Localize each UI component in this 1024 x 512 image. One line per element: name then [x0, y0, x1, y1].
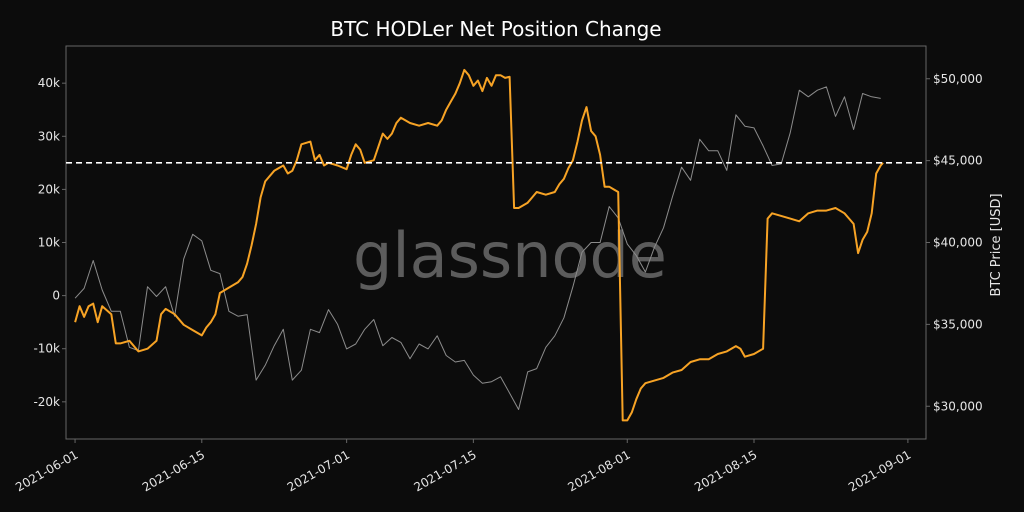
hodler-net-position-line [74, 68, 884, 422]
btc-price-line [74, 86, 881, 410]
y-axis-right-title: BTC Price [USD] [989, 193, 1004, 296]
y-left-tick-label: 40k [38, 76, 60, 90]
y-right-tick-label: $45,000 [933, 154, 983, 168]
y-left-tick-label: 10k [38, 236, 60, 250]
watermark: glassnode [353, 219, 667, 292]
y-left-tick-label: -20k [33, 395, 60, 409]
y-left-tick-label: -10k [33, 342, 60, 356]
y-right-tick-label: $50,000 [933, 72, 983, 86]
y-right-tick-label: $35,000 [933, 317, 983, 331]
y-left-tick-label: 0 [52, 289, 60, 303]
y-left-tick-label: 20k [38, 182, 60, 196]
y-right-tick-label: $40,000 [933, 236, 983, 250]
chart-title: BTC HODLer Net Position Change [330, 17, 661, 41]
y-left-tick-label: 30k [38, 129, 60, 143]
y-right-tick-label: $30,000 [933, 399, 983, 413]
